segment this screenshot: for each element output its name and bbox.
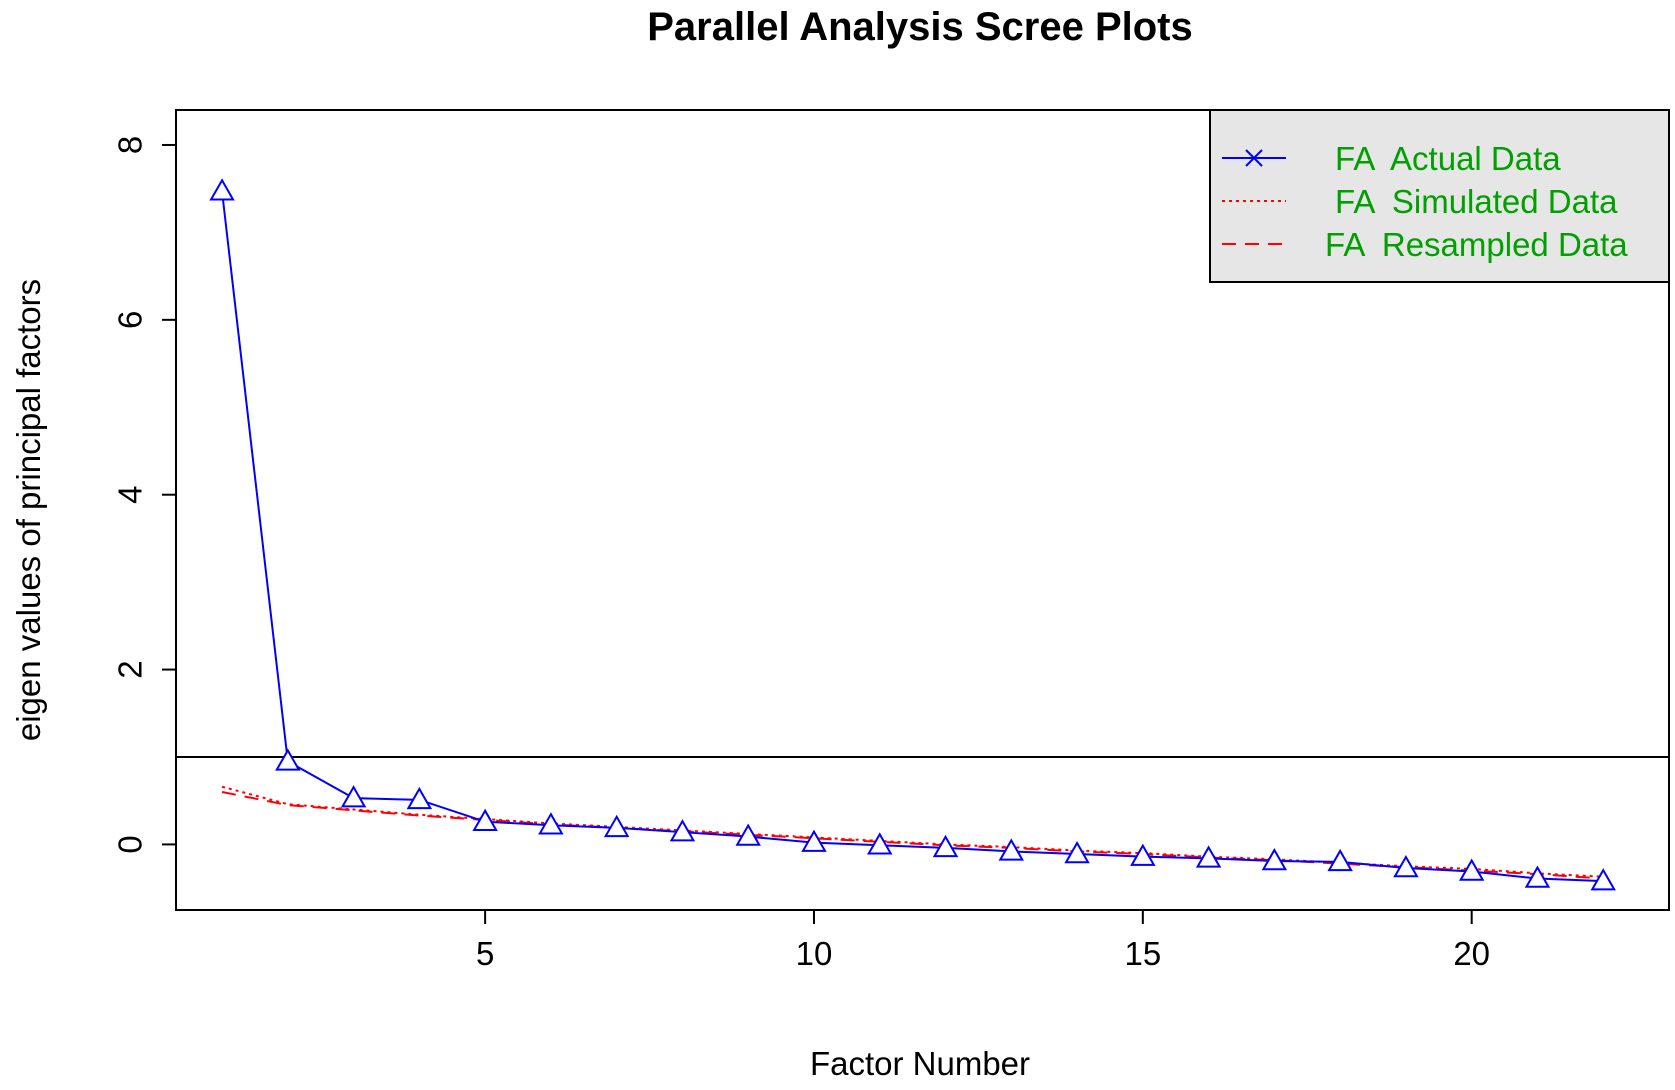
legend: FA Actual Data FA Simulated Data FA Resamp… — [1209, 109, 1670, 283]
plot-frame — [175, 109, 1670, 911]
actual-data-point — [406, 786, 433, 810]
legend-label: FA Simulated Data — [1335, 183, 1618, 220]
y-tick-label: 6 — [112, 311, 149, 329]
y-tick-label: 0 — [112, 835, 149, 853]
actual-data-point — [472, 808, 498, 831]
actual-data-point — [1458, 858, 1485, 881]
actual-data-point — [1195, 845, 1222, 868]
y-tick-label: 8 — [112, 136, 149, 154]
legend-box — [1209, 109, 1670, 283]
actual-data-point — [735, 823, 761, 846]
y-tick-label: 2 — [112, 660, 149, 678]
actual-data-point — [1064, 841, 1090, 864]
actual-data-point — [209, 178, 235, 201]
legend-label: FA Actual Data — [1335, 140, 1561, 177]
x-tick-label: 5 — [476, 935, 494, 972]
chart-title: Parallel Analysis Scree Plots — [647, 5, 1193, 49]
simulated-data-line — [221, 785, 1604, 878]
legend-x-marker — [1245, 149, 1263, 167]
legend-label: FA Resampled Data — [1325, 226, 1628, 263]
x-tick-label: 20 — [1453, 935, 1490, 972]
x-tick-label: 15 — [1124, 935, 1161, 972]
y-axis-title: eigen values of principal factors — [10, 279, 47, 741]
x-tick-label: 10 — [796, 935, 833, 972]
actual-data-point — [340, 785, 367, 808]
actual-data-point — [1327, 848, 1353, 872]
y-tick-label: 4 — [112, 486, 149, 504]
actual-data-line — [221, 191, 1604, 883]
actual-data-point — [932, 834, 959, 858]
actual-data-point — [1590, 868, 1616, 891]
actual-data-point — [603, 814, 630, 838]
actual-data-point — [669, 819, 696, 842]
actual-data-point — [867, 832, 893, 855]
actual-data-point — [1130, 843, 1156, 866]
actual-data-point — [801, 829, 827, 852]
x-axis-title: Factor Number — [810, 1045, 1030, 1082]
actual-data-point — [1393, 855, 1419, 878]
actual-data-point — [1261, 848, 1288, 871]
actual-data-point — [275, 748, 301, 771]
actual-data-point — [998, 838, 1025, 861]
actual-data-point — [1524, 865, 1551, 888]
actual-data-point — [538, 812, 564, 835]
